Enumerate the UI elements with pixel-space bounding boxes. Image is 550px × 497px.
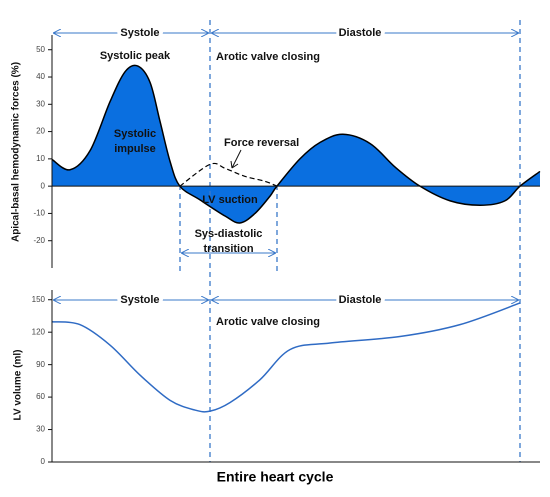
line xyxy=(51,302,521,413)
annotation: Force reversal xyxy=(224,137,299,149)
line xyxy=(51,64,541,224)
annotation: Systolic peak xyxy=(100,50,171,62)
y-tick-label: 0 xyxy=(41,457,46,466)
line xyxy=(179,162,278,187)
annotation: LV suction xyxy=(202,194,258,206)
y-tick-label: 90 xyxy=(36,360,45,369)
y-tick-label: -20 xyxy=(33,236,45,245)
annotation: Sys-diastolic transition xyxy=(194,228,263,255)
y-tick-label: 150 xyxy=(32,295,46,304)
y-tick-label: 50 xyxy=(36,45,45,54)
y-tick-label: 60 xyxy=(36,392,45,401)
area xyxy=(52,65,540,224)
y-tick-label: 120 xyxy=(32,327,46,336)
y-tick-label: 40 xyxy=(36,72,45,81)
y-tick-label: 20 xyxy=(36,127,45,136)
y-tick-label: -10 xyxy=(33,209,45,218)
y-tick-label: 10 xyxy=(36,154,45,163)
y-tick-label: 0 xyxy=(41,181,46,190)
y-tick-label: 30 xyxy=(36,99,45,108)
annotation: Arotic valve closing xyxy=(216,51,320,63)
x-axis-label: Entire heart cycle xyxy=(217,469,334,485)
annotation: Arotic valve closing xyxy=(216,316,320,328)
y-tick-label: 30 xyxy=(36,425,45,434)
guides xyxy=(179,20,521,462)
annotation: Diastole xyxy=(339,294,382,306)
pointer-arrow xyxy=(230,149,242,169)
annotation: Systole xyxy=(120,27,159,39)
y-axis-label: Apical-basal hemodynamic forces (%) xyxy=(11,62,22,242)
annotation: Systole xyxy=(120,294,159,306)
phase-arrows xyxy=(54,33,518,300)
y-axis-label: LV volume (ml) xyxy=(13,350,24,421)
annotation: Systolic impulse xyxy=(113,128,157,155)
annotation: Diastole xyxy=(339,27,382,39)
